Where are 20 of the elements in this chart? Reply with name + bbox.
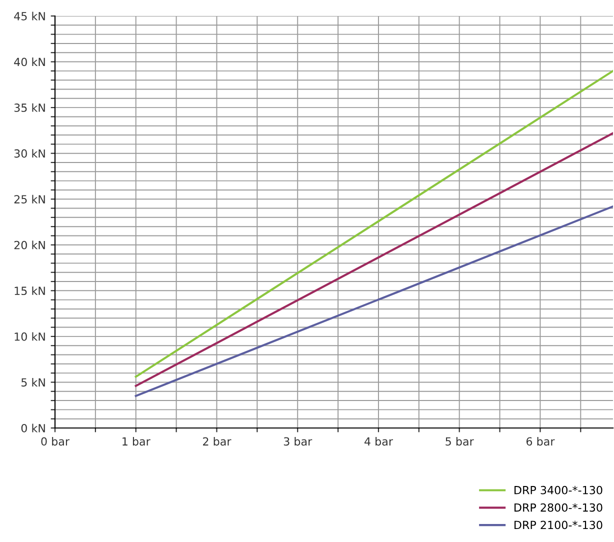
x-tick-label: 3 bar [284, 437, 312, 446]
x-tick-label: 4 bar [364, 437, 393, 446]
y-tick-label: 25 kN [14, 194, 45, 204]
y-tick-label: 0 kN [21, 424, 45, 432]
y-tick-label: 30 kN [14, 149, 45, 158]
y-tick-label: 35 kN [14, 103, 45, 112]
legend-label: DRP 2800-*-130 [514, 503, 602, 512]
x-tick-label: 1 bar [122, 437, 150, 446]
y-tick-label: 5 kN [21, 378, 45, 387]
y-tick-label: 15 kN [14, 286, 45, 296]
y-tick-label: 45 kN [14, 12, 45, 20]
y-tick-label: 20 kN [14, 240, 45, 250]
legend-label: DRP 2100-*-130 [514, 520, 602, 530]
legend-label: DRP 3400-*-130 [514, 486, 602, 494]
x-tick-label: 2 bar [203, 437, 232, 446]
x-tick-label: 5 bar [446, 437, 474, 446]
x-tick-label: 6 bar [526, 437, 555, 446]
y-tick-label: 10 kN [14, 332, 45, 341]
x-tick-label: 0 bar [41, 437, 70, 446]
y-tick-label: 40 kN [14, 58, 45, 66]
